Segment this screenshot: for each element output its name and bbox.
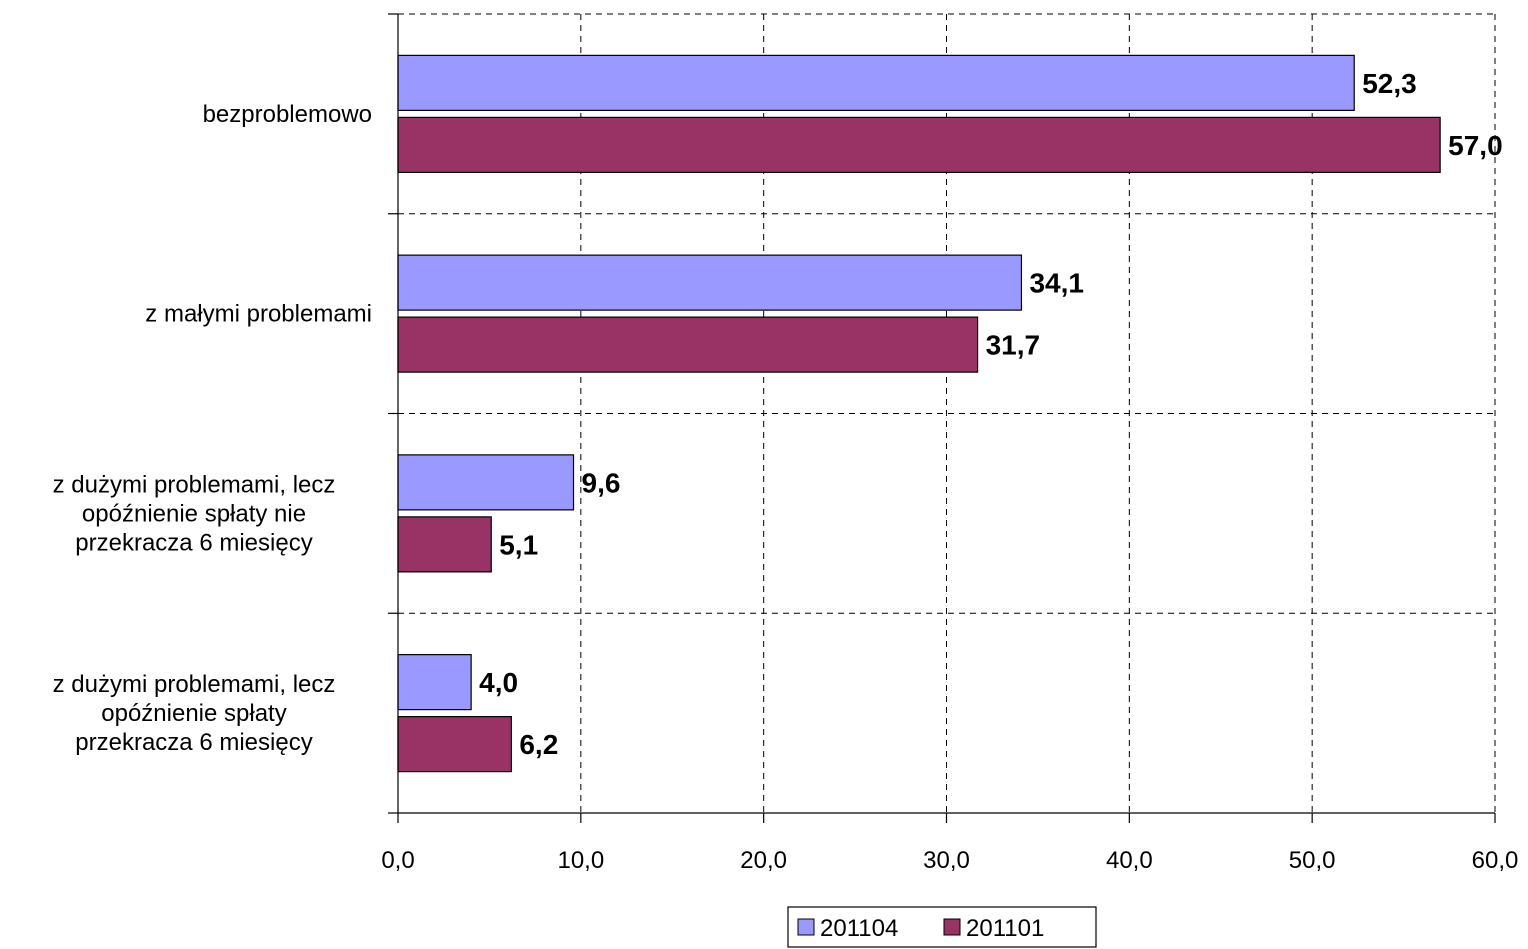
legend-label: 201101	[966, 915, 1044, 942]
category-label-line: z dużymi problemami, lecz	[53, 671, 336, 698]
category-label: bezproblemowo	[203, 101, 372, 128]
data-label: 57,0	[1448, 130, 1503, 161]
bar-201104-3	[397, 654, 472, 711]
category-label: z dużymi problemami, lecz opóźnienie spła…	[53, 671, 336, 756]
x-tick-label: 0,0	[381, 847, 414, 874]
data-label: 34,1	[1029, 268, 1084, 299]
bar-201104-1	[397, 254, 1023, 311]
x-tick-label: 50,0	[1289, 847, 1336, 874]
data-label: 5,1	[499, 529, 538, 560]
x-tick-label: 40,0	[1106, 847, 1153, 874]
bar-201101-2	[397, 516, 492, 573]
data-labels: 52,3 57,0 34,1 31,7 9,6 5,1 4,06,2	[479, 68, 1503, 760]
legend-swatch-201101	[943, 918, 961, 936]
category-label-line: z małymi problemami	[145, 301, 372, 328]
category-label-line: przekracza 6 miesięcy	[75, 529, 312, 556]
category-label-line: z dużymi problemami, lecz	[53, 471, 336, 498]
category-label: z dużymi problemami, lecz opóźnienie spła…	[53, 471, 336, 556]
legend-swatch-201104	[797, 918, 815, 936]
category-label-line: opóźnienie spłaty nie	[82, 500, 306, 527]
x-tick-label: 20,0	[740, 847, 787, 874]
category-label-line: opóźnienie spłaty	[101, 700, 286, 727]
data-label: 4,0	[479, 667, 518, 698]
legend: 201104 201101	[787, 906, 1097, 948]
data-label: 6,2	[519, 729, 558, 760]
axes	[388, 13, 1496, 823]
bar-201101-3	[397, 716, 512, 773]
x-tick-label: 30,0	[923, 847, 970, 874]
data-label: 31,7	[986, 330, 1041, 361]
category-label: z małymi problemami	[145, 301, 372, 328]
x-tick-label: 10,0	[557, 847, 604, 874]
bar-201104-2	[397, 454, 575, 511]
legend-box	[787, 906, 1097, 948]
x-tick-label: 60,0	[1472, 847, 1519, 874]
category-labels: bezproblemowo z małymi problemami z dużymi…	[53, 101, 372, 756]
category-label-line: bezproblemowo	[203, 101, 372, 128]
bar-201101-0	[397, 116, 1441, 173]
bar-201101-1	[397, 316, 979, 373]
category-label-line: przekracza 6 miesięcy	[75, 729, 312, 756]
data-label: 52,3	[1362, 68, 1417, 99]
data-label: 9,6	[582, 467, 621, 498]
bars	[397, 54, 1441, 773]
bar-201104-0	[397, 54, 1355, 111]
x-tick-labels: 0,0 10,0 20,0 30,0 40,0 50,0 60,0	[381, 847, 1518, 874]
legend-label: 201104	[820, 915, 898, 942]
